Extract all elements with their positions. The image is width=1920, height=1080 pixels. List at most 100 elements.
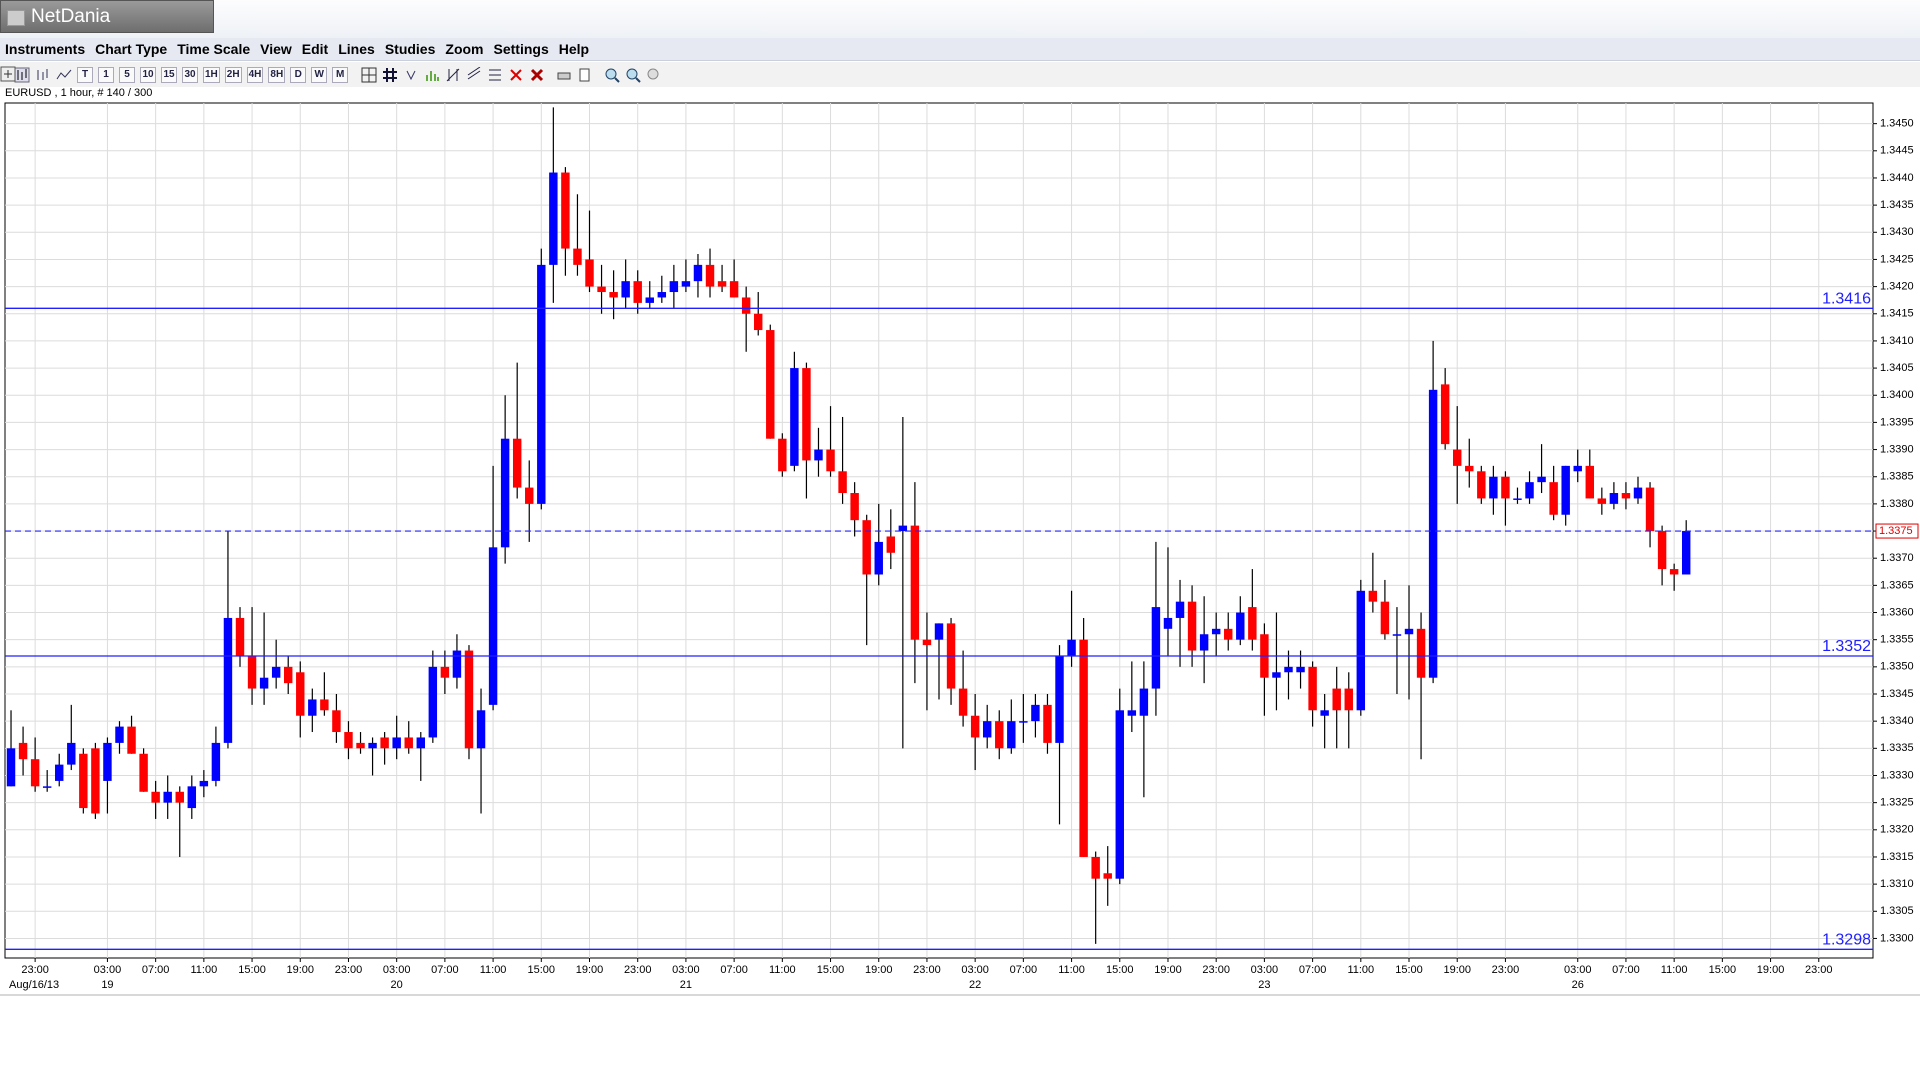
candle-body bbox=[1681, 531, 1691, 575]
timescale-button[interactable]: D bbox=[290, 66, 307, 83]
timescale-button[interactable]: M bbox=[332, 66, 349, 83]
candle-body bbox=[1657, 531, 1667, 570]
bar-icon[interactable] bbox=[35, 67, 51, 83]
x-tick-label: 03:00 bbox=[672, 964, 700, 976]
candle-body bbox=[549, 172, 558, 265]
candle-body bbox=[1428, 389, 1438, 678]
candle-body bbox=[862, 520, 871, 575]
crosshair-icon[interactable] bbox=[361, 67, 377, 83]
detach-icon[interactable] bbox=[0, 66, 16, 82]
x-tick-label: 03:00 bbox=[1251, 964, 1279, 976]
menu-item[interactable]: Settings bbox=[493, 41, 549, 57]
x-tick-label: 03:00 bbox=[383, 964, 411, 976]
candle-body bbox=[1031, 704, 1040, 722]
menu-item[interactable]: Lines bbox=[338, 41, 375, 57]
candle-body bbox=[1296, 666, 1305, 673]
timescale-button[interactable]: 15 bbox=[161, 66, 177, 83]
y-tick-label: 1.3325 bbox=[1880, 797, 1914, 809]
x-tick-label: 11:00 bbox=[769, 964, 796, 976]
candle-body bbox=[368, 742, 377, 749]
candle-body bbox=[1320, 710, 1329, 716]
candle-body bbox=[380, 737, 389, 749]
y-tick-label: 1.3360 bbox=[1880, 606, 1914, 618]
candle-body bbox=[621, 281, 630, 298]
candle-body bbox=[1175, 601, 1185, 618]
timescale-button[interactable]: T bbox=[77, 66, 93, 83]
candle-body bbox=[1007, 721, 1016, 749]
chart-type-icon[interactable] bbox=[14, 67, 30, 83]
timescale-button[interactable]: 1H bbox=[203, 66, 220, 83]
candle-body bbox=[886, 536, 896, 553]
y-tick-label: 1.3345 bbox=[1880, 688, 1914, 700]
trendline-icon[interactable] bbox=[445, 67, 461, 83]
y-tick-label: 1.3305 bbox=[1880, 905, 1914, 917]
print-icon[interactable] bbox=[556, 67, 572, 83]
x-date-label: 23 bbox=[1258, 979, 1270, 991]
menu-item[interactable]: View bbox=[260, 41, 292, 57]
candle-body bbox=[1344, 688, 1353, 711]
delete-icon[interactable] bbox=[508, 67, 524, 83]
x-tick-label: 19:00 bbox=[1443, 964, 1471, 976]
preview-icon[interactable] bbox=[577, 67, 593, 83]
menu-item[interactable]: Studies bbox=[384, 41, 436, 57]
candle-body bbox=[1019, 721, 1028, 723]
zoom-reset-icon[interactable] bbox=[646, 67, 662, 83]
candle-body bbox=[1127, 710, 1137, 716]
candle-body bbox=[1465, 465, 1474, 472]
candle-body bbox=[67, 742, 76, 765]
menu-item[interactable]: Time Scale bbox=[177, 41, 251, 57]
candle-body bbox=[175, 791, 184, 803]
menu-item[interactable]: Help bbox=[558, 41, 590, 57]
x-date-label: 26 bbox=[1572, 979, 1584, 991]
timescale-button[interactable]: 5 bbox=[119, 66, 135, 83]
candle-body bbox=[1609, 493, 1619, 504]
x-tick-label: 07:00 bbox=[1010, 964, 1038, 976]
candle-body bbox=[1513, 498, 1522, 500]
fib-icon[interactable] bbox=[487, 67, 503, 83]
timescale-button[interactable]: 30 bbox=[182, 66, 198, 83]
candle-body bbox=[814, 449, 823, 461]
candles: 1.3416 1.3352 1.3298 bbox=[5, 107, 1873, 950]
timescale-button[interactable]: 2H bbox=[224, 66, 242, 83]
menu-item[interactable]: Edit bbox=[301, 41, 329, 57]
y-tick-label: 1.3380 bbox=[1880, 498, 1914, 510]
menu-item[interactable]: Chart Type bbox=[95, 41, 168, 57]
grid-icon[interactable] bbox=[382, 67, 398, 83]
y-tick-label: 1.3350 bbox=[1880, 661, 1914, 673]
x-date-label: 20 bbox=[391, 979, 403, 991]
candle-body bbox=[982, 721, 992, 738]
y-tick-label: 1.3400 bbox=[1880, 389, 1914, 401]
menu-item[interactable]: Instruments bbox=[5, 41, 86, 57]
candle-body bbox=[1573, 465, 1582, 472]
timescale-button[interactable]: 10 bbox=[140, 66, 156, 83]
study-icon[interactable] bbox=[403, 67, 419, 83]
candle-body bbox=[440, 666, 450, 678]
candle-body bbox=[235, 617, 245, 656]
delete-all-icon[interactable] bbox=[529, 67, 545, 83]
timescale-button[interactable]: 4H bbox=[246, 66, 264, 83]
channel-icon[interactable] bbox=[466, 66, 482, 83]
x-tick-label: 11:00 bbox=[480, 964, 507, 976]
x-tick-label: 03:00 bbox=[1564, 964, 1592, 976]
zoom-out-icon[interactable] bbox=[625, 67, 641, 83]
volume-icon[interactable] bbox=[424, 67, 440, 83]
y-tick-label: 1.3355 bbox=[1880, 634, 1914, 646]
menu-item[interactable]: Zoom bbox=[445, 41, 484, 57]
timescale-button[interactable]: 1 bbox=[98, 66, 114, 83]
zoom-in-icon[interactable] bbox=[604, 67, 620, 83]
x-tick-label: 07:00 bbox=[431, 964, 459, 976]
x-tick-label: 19:00 bbox=[1757, 964, 1785, 976]
x-tick-label: 11:00 bbox=[1058, 964, 1085, 976]
candle-body bbox=[1525, 482, 1534, 499]
candle-body bbox=[874, 541, 883, 575]
timescale-button[interactable]: 8H bbox=[268, 66, 286, 83]
y-tick-label: 1.3405 bbox=[1880, 362, 1914, 374]
toolbar: T 1 5 10 15 30 1H 2H 4H 8H D W M bbox=[0, 62, 1920, 87]
x-date-label: 21 bbox=[680, 979, 692, 991]
line-icon[interactable] bbox=[56, 67, 72, 83]
timescale-button[interactable]: W bbox=[311, 66, 328, 83]
y-tick-label: 1.3385 bbox=[1880, 471, 1914, 483]
y-tick-label: 1.3425 bbox=[1880, 253, 1914, 265]
x-date-label: Aug/16/13 bbox=[9, 979, 59, 991]
